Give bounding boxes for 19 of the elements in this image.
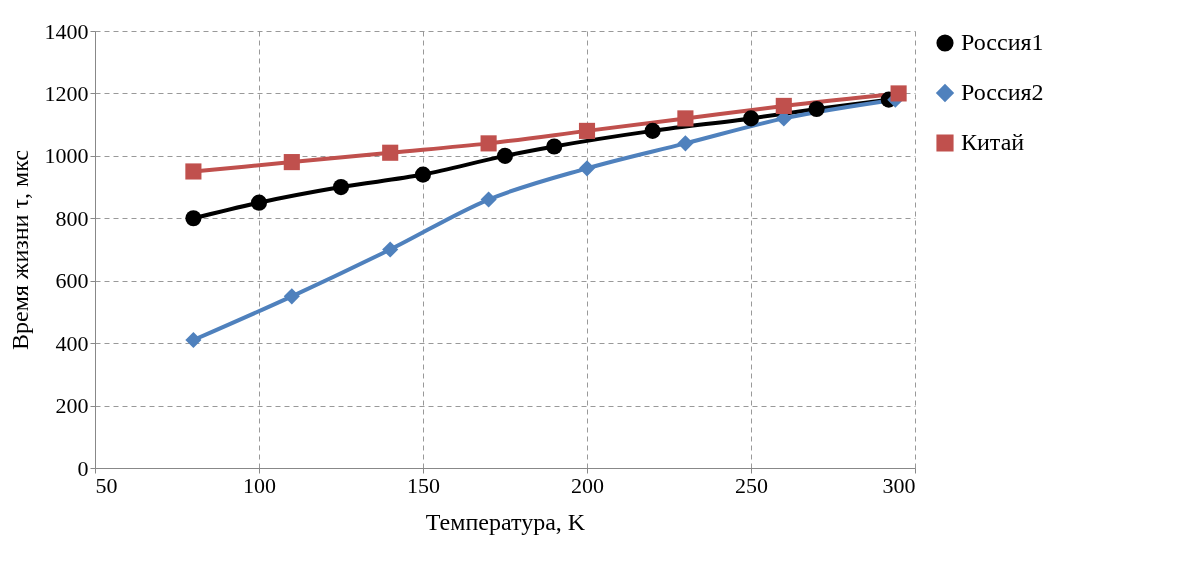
y-axis-title: Время жизни τ, мкс — [6, 149, 33, 351]
x-tick-label: 50 — [95, 472, 118, 498]
y-tick-label: 1000 — [44, 143, 89, 169]
y-tick-label: 200 — [55, 393, 89, 419]
x-axis-title: Температура, K — [425, 508, 586, 535]
y-tick-label: 0 — [77, 455, 89, 481]
y-tick-label: 800 — [55, 205, 89, 231]
x-tick-label: 250 — [735, 472, 768, 498]
legend-label: Китай — [961, 129, 1025, 155]
legend-label: Россия1 — [961, 29, 1044, 55]
legend-label: Россия2 — [961, 79, 1044, 105]
y-tick-label: 600 — [55, 268, 89, 294]
y-tick-label: 1400 — [44, 18, 89, 44]
y-tick-label: 400 — [55, 330, 89, 356]
x-tick-label: 100 — [243, 472, 276, 498]
y-tick-label: 1200 — [44, 80, 89, 106]
x-tick-label: 150 — [407, 472, 440, 498]
x-tick-label: 300 — [882, 472, 916, 498]
x-tick-label: 200 — [571, 472, 604, 498]
